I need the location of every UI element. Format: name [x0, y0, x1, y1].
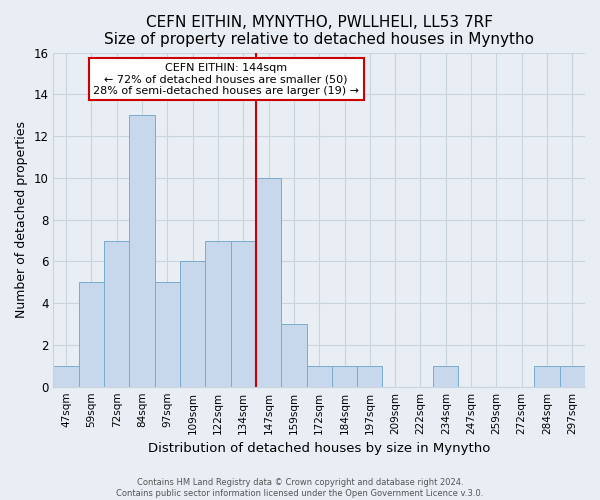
- Bar: [180, 262, 205, 386]
- Title: CEFN EITHIN, MYNYTHO, PWLLHELI, LL53 7RF
Size of property relative to detached h: CEFN EITHIN, MYNYTHO, PWLLHELI, LL53 7RF…: [104, 15, 534, 48]
- X-axis label: Distribution of detached houses by size in Mynytho: Distribution of detached houses by size …: [148, 442, 490, 455]
- Bar: [53, 366, 79, 386]
- Bar: [535, 366, 560, 386]
- Bar: [560, 366, 585, 386]
- Bar: [79, 282, 104, 387]
- Text: CEFN EITHIN: 144sqm
← 72% of detached houses are smaller (50)
28% of semi-detach: CEFN EITHIN: 144sqm ← 72% of detached ho…: [93, 63, 359, 96]
- Bar: [230, 240, 256, 386]
- Bar: [256, 178, 281, 386]
- Bar: [357, 366, 382, 386]
- Text: Contains HM Land Registry data © Crown copyright and database right 2024.
Contai: Contains HM Land Registry data © Crown c…: [116, 478, 484, 498]
- Y-axis label: Number of detached properties: Number of detached properties: [15, 121, 28, 318]
- Bar: [205, 240, 230, 386]
- Bar: [155, 282, 180, 387]
- Bar: [332, 366, 357, 386]
- Bar: [433, 366, 458, 386]
- Bar: [130, 116, 155, 386]
- Bar: [281, 324, 307, 386]
- Bar: [104, 240, 130, 386]
- Bar: [307, 366, 332, 386]
